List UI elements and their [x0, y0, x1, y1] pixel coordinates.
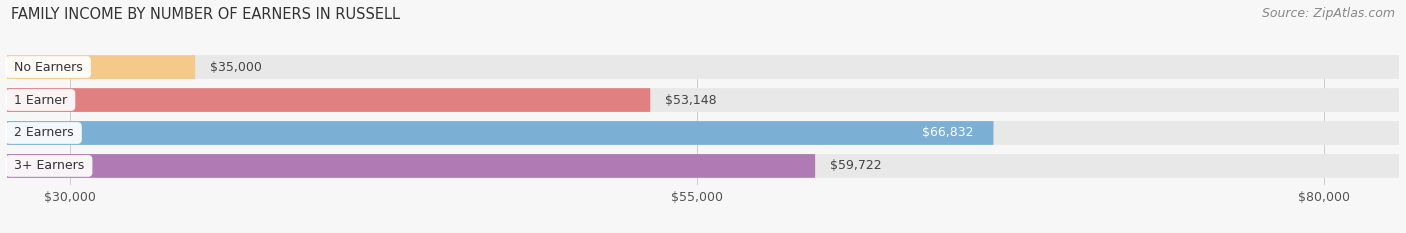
Text: 3+ Earners: 3+ Earners: [10, 159, 89, 172]
FancyBboxPatch shape: [7, 55, 195, 79]
FancyBboxPatch shape: [7, 55, 1399, 79]
FancyBboxPatch shape: [7, 88, 651, 112]
FancyBboxPatch shape: [7, 154, 1399, 178]
Text: 2 Earners: 2 Earners: [10, 127, 77, 140]
FancyBboxPatch shape: [7, 121, 994, 145]
Text: $53,148: $53,148: [665, 93, 717, 106]
Text: $35,000: $35,000: [209, 61, 262, 74]
FancyBboxPatch shape: [7, 121, 1399, 145]
Text: FAMILY INCOME BY NUMBER OF EARNERS IN RUSSELL: FAMILY INCOME BY NUMBER OF EARNERS IN RU…: [11, 7, 401, 22]
Text: 1 Earner: 1 Earner: [10, 93, 70, 106]
FancyBboxPatch shape: [7, 88, 1399, 112]
Text: $59,722: $59,722: [830, 159, 882, 172]
Text: Source: ZipAtlas.com: Source: ZipAtlas.com: [1261, 7, 1395, 20]
Text: $66,832: $66,832: [922, 127, 973, 140]
FancyBboxPatch shape: [7, 154, 815, 178]
Text: No Earners: No Earners: [10, 61, 87, 74]
